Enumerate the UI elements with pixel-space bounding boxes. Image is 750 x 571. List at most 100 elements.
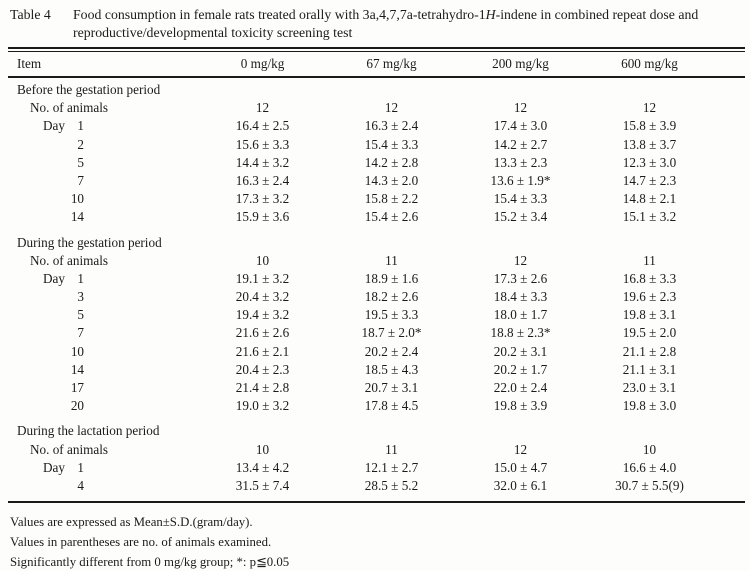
value-cell: 23.0 ± 3.1 — [622, 380, 677, 395]
day-number: 14 — [70, 209, 84, 225]
footnote-parentheses: Values in parentheses are no. of animals… — [10, 535, 272, 550]
day-number: 7 — [77, 172, 84, 188]
column-header-dose-200: 200 mg/kg — [492, 56, 549, 71]
animals-count: 12 — [642, 100, 657, 116]
value-cell: 21.1 ± 3.1 — [622, 361, 677, 377]
value-cell: 17.4 ± 3.0 — [493, 118, 548, 134]
value-cell: 13.3 ± 2.3 — [493, 154, 548, 170]
value-cell: 17.3 ± 2.6 — [493, 270, 548, 286]
data-row: 4 31.5 ± 7.4 28.5 ± 5.2 32.0 ± 6.1 30.7 ± 5.… — [8, 477, 745, 495]
caption-compound-italic-h: H — [485, 7, 496, 22]
value-cell: 15.4 ± 3.3 — [364, 136, 419, 152]
data-row: 20 19.0 ± 3.2 17.8 ± 4.5 19.8 ± 3.9 19.8 ± 3… — [8, 397, 745, 415]
animals-count: 10 — [255, 252, 270, 268]
value-cell: 30.7 ± 5.5(9) — [615, 477, 684, 493]
value-cell: 21.6 ± 2.6 — [235, 325, 290, 341]
value-cell: 19.1 ± 3.2 — [235, 270, 290, 286]
day-number: 7 — [77, 325, 84, 341]
value-cell: 19.5 ± 2.0 — [622, 325, 677, 341]
data-row: 10 17.3 ± 3.2 15.8 ± 2.2 15.4 ± 3.3 14.8 ± 2… — [8, 190, 745, 208]
value-cell: 14.2 ± 2.7 — [493, 136, 548, 152]
day-number: 5 — [77, 307, 84, 323]
column-header-dose-600: 600 mg/kg — [621, 56, 678, 71]
footnote-units: Values are expressed as Mean±S.D.(gram/d… — [10, 515, 253, 530]
value-cell: 12.3 ± 3.0 — [622, 154, 677, 170]
column-header-dose-67: 67 mg/kg — [366, 56, 417, 71]
value-cell: 22.0 ± 2.4 — [493, 380, 548, 395]
value-cell: 16.3 ± 2.4 — [235, 172, 290, 188]
day-cell: 5 — [8, 306, 198, 324]
table-caption: Food consumption in female rats treated … — [73, 6, 750, 42]
value-cell: 28.5 ± 5.2 — [364, 477, 419, 493]
value-cell: 16.4 ± 2.5 — [235, 118, 290, 134]
day-cell: 5 — [8, 154, 198, 172]
value-cell: 20.2 ± 3.1 — [493, 343, 548, 359]
day-number: 1 — [77, 270, 84, 286]
animals-count: 11 — [385, 252, 398, 268]
value-cell: 19.8 ± 3.0 — [622, 398, 677, 414]
value-cell: 20.7 ± 3.1 — [364, 380, 419, 395]
animals-count: 10 — [642, 441, 657, 457]
day-number: 10 — [70, 343, 84, 359]
day-cell: 10 — [8, 190, 198, 208]
column-header-item: Item — [17, 56, 42, 71]
value-cell: 19.6 ± 2.3 — [622, 289, 677, 305]
value-cell: 31.5 ± 7.4 — [235, 477, 290, 493]
value-cell: 20.2 ± 2.4 — [364, 343, 419, 359]
data-row: Day 1 19.1 ± 3.2 18.9 ± 1.6 17.3 ± 2.6 16.8 ±… — [8, 270, 745, 288]
day-number: 3 — [77, 289, 84, 305]
day-number: 1 — [77, 118, 84, 134]
animals-label: No. of animals — [30, 252, 109, 268]
day-number: 14 — [70, 361, 84, 377]
data-row: 10 21.6 ± 2.1 20.2 ± 2.4 20.2 ± 3.1 21.1 ± 2… — [8, 343, 745, 361]
animals-row: No. of animals 10 11 12 10 — [8, 441, 745, 459]
value-cell: 12.1 ± 2.7 — [364, 459, 419, 475]
data-row: 7 21.6 ± 2.6 18.7 ± 2.0* 18.8 ± 2.3* 19.5 ± … — [8, 324, 745, 342]
value-cell: 18.5 ± 4.3 — [364, 361, 419, 377]
value-cell: 15.8 ± 2.2 — [364, 191, 419, 207]
value-cell: 19.0 ± 3.2 — [235, 398, 290, 414]
animals-label: No. of animals — [30, 441, 109, 457]
value-cell: 21.6 ± 2.1 — [235, 343, 290, 359]
value-cell: 13.4 ± 4.2 — [235, 459, 290, 475]
data-row: 17 21.4 ± 2.8 20.7 ± 3.1 22.0 ± 2.4 23.0 ± 3… — [8, 379, 745, 397]
data-row: 5 14.4 ± 3.2 14.2 ± 2.8 13.3 ± 2.3 12.3 ± 3.… — [8, 154, 745, 172]
data-row: 14 20.4 ± 2.3 18.5 ± 4.3 20.2 ± 1.7 21.1 ± 3… — [8, 361, 745, 379]
animals-count: 12 — [513, 252, 528, 268]
day-cell: 4 — [8, 477, 198, 495]
day-number: 17 — [70, 380, 84, 395]
data-row: 14 15.9 ± 3.6 15.4 ± 2.6 15.2 ± 3.4 15.1 ± 3… — [8, 208, 745, 226]
value-cell: 18.4 ± 3.3 — [493, 289, 548, 305]
value-cell: 19.8 ± 3.9 — [493, 398, 548, 414]
value-cell: 14.3 ± 2.0 — [364, 172, 419, 188]
data-row: 3 20.4 ± 3.2 18.2 ± 2.6 18.4 ± 3.3 19.6 ± 2.… — [8, 288, 745, 306]
section-label: During the gestation period — [17, 234, 162, 250]
data-row: Day 1 13.4 ± 4.2 12.1 ± 2.7 15.0 ± 4.7 16.6 ±… — [8, 459, 745, 477]
table-body: Before the gestation period No. of animal… — [8, 78, 745, 501]
value-cell: 15.9 ± 3.6 — [235, 209, 290, 225]
table-title: Table 4 Food consumption in female rats … — [0, 0, 750, 42]
value-cell: 15.6 ± 3.3 — [235, 136, 290, 152]
value-cell: 14.2 ± 2.8 — [364, 154, 419, 170]
animals-count: 12 — [384, 100, 399, 116]
day-cell: 7 — [8, 324, 198, 342]
footnote-significance: Significantly different from 0 mg/kg gro… — [10, 555, 290, 570]
value-cell: 18.7 ± 2.0* — [361, 325, 422, 341]
footnotes: Values are expressed as Mean±S.D.(gram/d… — [10, 512, 750, 571]
bottom-rule — [8, 501, 745, 504]
data-row: Day 1 16.4 ± 2.5 16.3 ± 2.4 17.4 ± 3.0 15.8 ±… — [8, 117, 745, 135]
day-label: Day — [43, 270, 65, 286]
value-cell: 15.4 ± 3.3 — [493, 191, 548, 207]
animals-count: 11 — [643, 252, 656, 268]
animals-row: No. of animals 10 11 12 11 — [8, 252, 745, 270]
value-cell: 19.8 ± 3.1 — [622, 307, 677, 323]
value-cell: 20.4 ± 3.2 — [235, 289, 290, 305]
day-label: Day — [43, 118, 65, 134]
header-rule — [8, 76, 745, 78]
column-header-dose-0: 0 mg/kg — [240, 56, 285, 71]
section-label: Before the gestation period — [17, 82, 161, 97]
value-cell: 19.4 ± 3.2 — [235, 307, 290, 323]
value-cell: 17.8 ± 4.5 — [364, 398, 419, 414]
value-cell: 14.4 ± 3.2 — [235, 154, 290, 170]
